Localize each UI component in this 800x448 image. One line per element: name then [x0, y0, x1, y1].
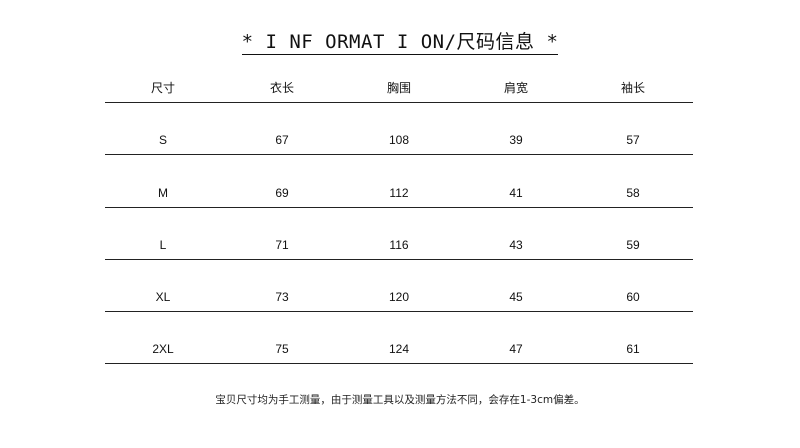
- size-table: 尺寸 衣长 胸围 肩宽 袖长 S 67 108 39 57 M 69 112 41 58 L 71 11…: [105, 74, 693, 365]
- table-cell: S: [158, 133, 167, 148]
- header-cell: 胸围: [386, 81, 411, 95]
- table-row: 2XL 75 124 47 61: [105, 312, 693, 365]
- table-row: XL 73 120 45 60: [105, 260, 693, 313]
- table-cell: 120: [388, 290, 410, 305]
- table-cell: 61: [626, 342, 640, 357]
- header-cell: 衣长: [269, 81, 294, 95]
- table-cell: M: [158, 185, 168, 200]
- table-cell: 73: [275, 290, 289, 305]
- table-cell: 124: [388, 342, 410, 357]
- header-cell: 肩宽: [503, 81, 528, 95]
- table-cell: L: [159, 237, 167, 252]
- page-title: * I NF ORMAT I ON/尺码信息 *: [0, 27, 800, 55]
- table-cell: 75: [275, 342, 289, 357]
- table-cell: 67: [275, 133, 289, 148]
- table-cell: 43: [509, 237, 523, 252]
- table-cell: 47: [509, 342, 523, 357]
- header-cell: 袖长: [620, 81, 645, 95]
- table-cell: 108: [388, 133, 410, 148]
- title-text: * I NF ORMAT I ON/尺码信息 *: [241, 31, 559, 55]
- table-header-row: 尺寸 衣长 胸围 肩宽 袖长: [105, 74, 693, 103]
- table-cell: 60: [626, 290, 640, 305]
- measurement-note: 宝贝尺寸均为手工测量，由于测量工具以及测量方法不同，会存在1-3cm偏差。: [215, 394, 585, 406]
- table-cell: 58: [626, 185, 640, 200]
- table-cell: 112: [389, 185, 409, 200]
- table-row: M 69 112 41 58: [105, 155, 693, 208]
- table-row: S 67 108 39 57: [105, 103, 693, 156]
- table-row: L 71 116 43 59: [105, 208, 693, 260]
- table-cell: 69: [275, 185, 289, 200]
- table-cell: 59: [626, 237, 640, 252]
- table-cell: 2XL: [152, 342, 174, 357]
- table-cell: 116: [389, 237, 409, 252]
- table-cell: 39: [509, 133, 523, 148]
- table-cell: 57: [626, 133, 640, 148]
- header-cell: 尺寸: [150, 81, 175, 95]
- table-cell: 45: [509, 290, 523, 305]
- table-cell: 41: [509, 185, 523, 200]
- table-cell: 71: [275, 237, 289, 252]
- table-cell: XL: [155, 290, 171, 305]
